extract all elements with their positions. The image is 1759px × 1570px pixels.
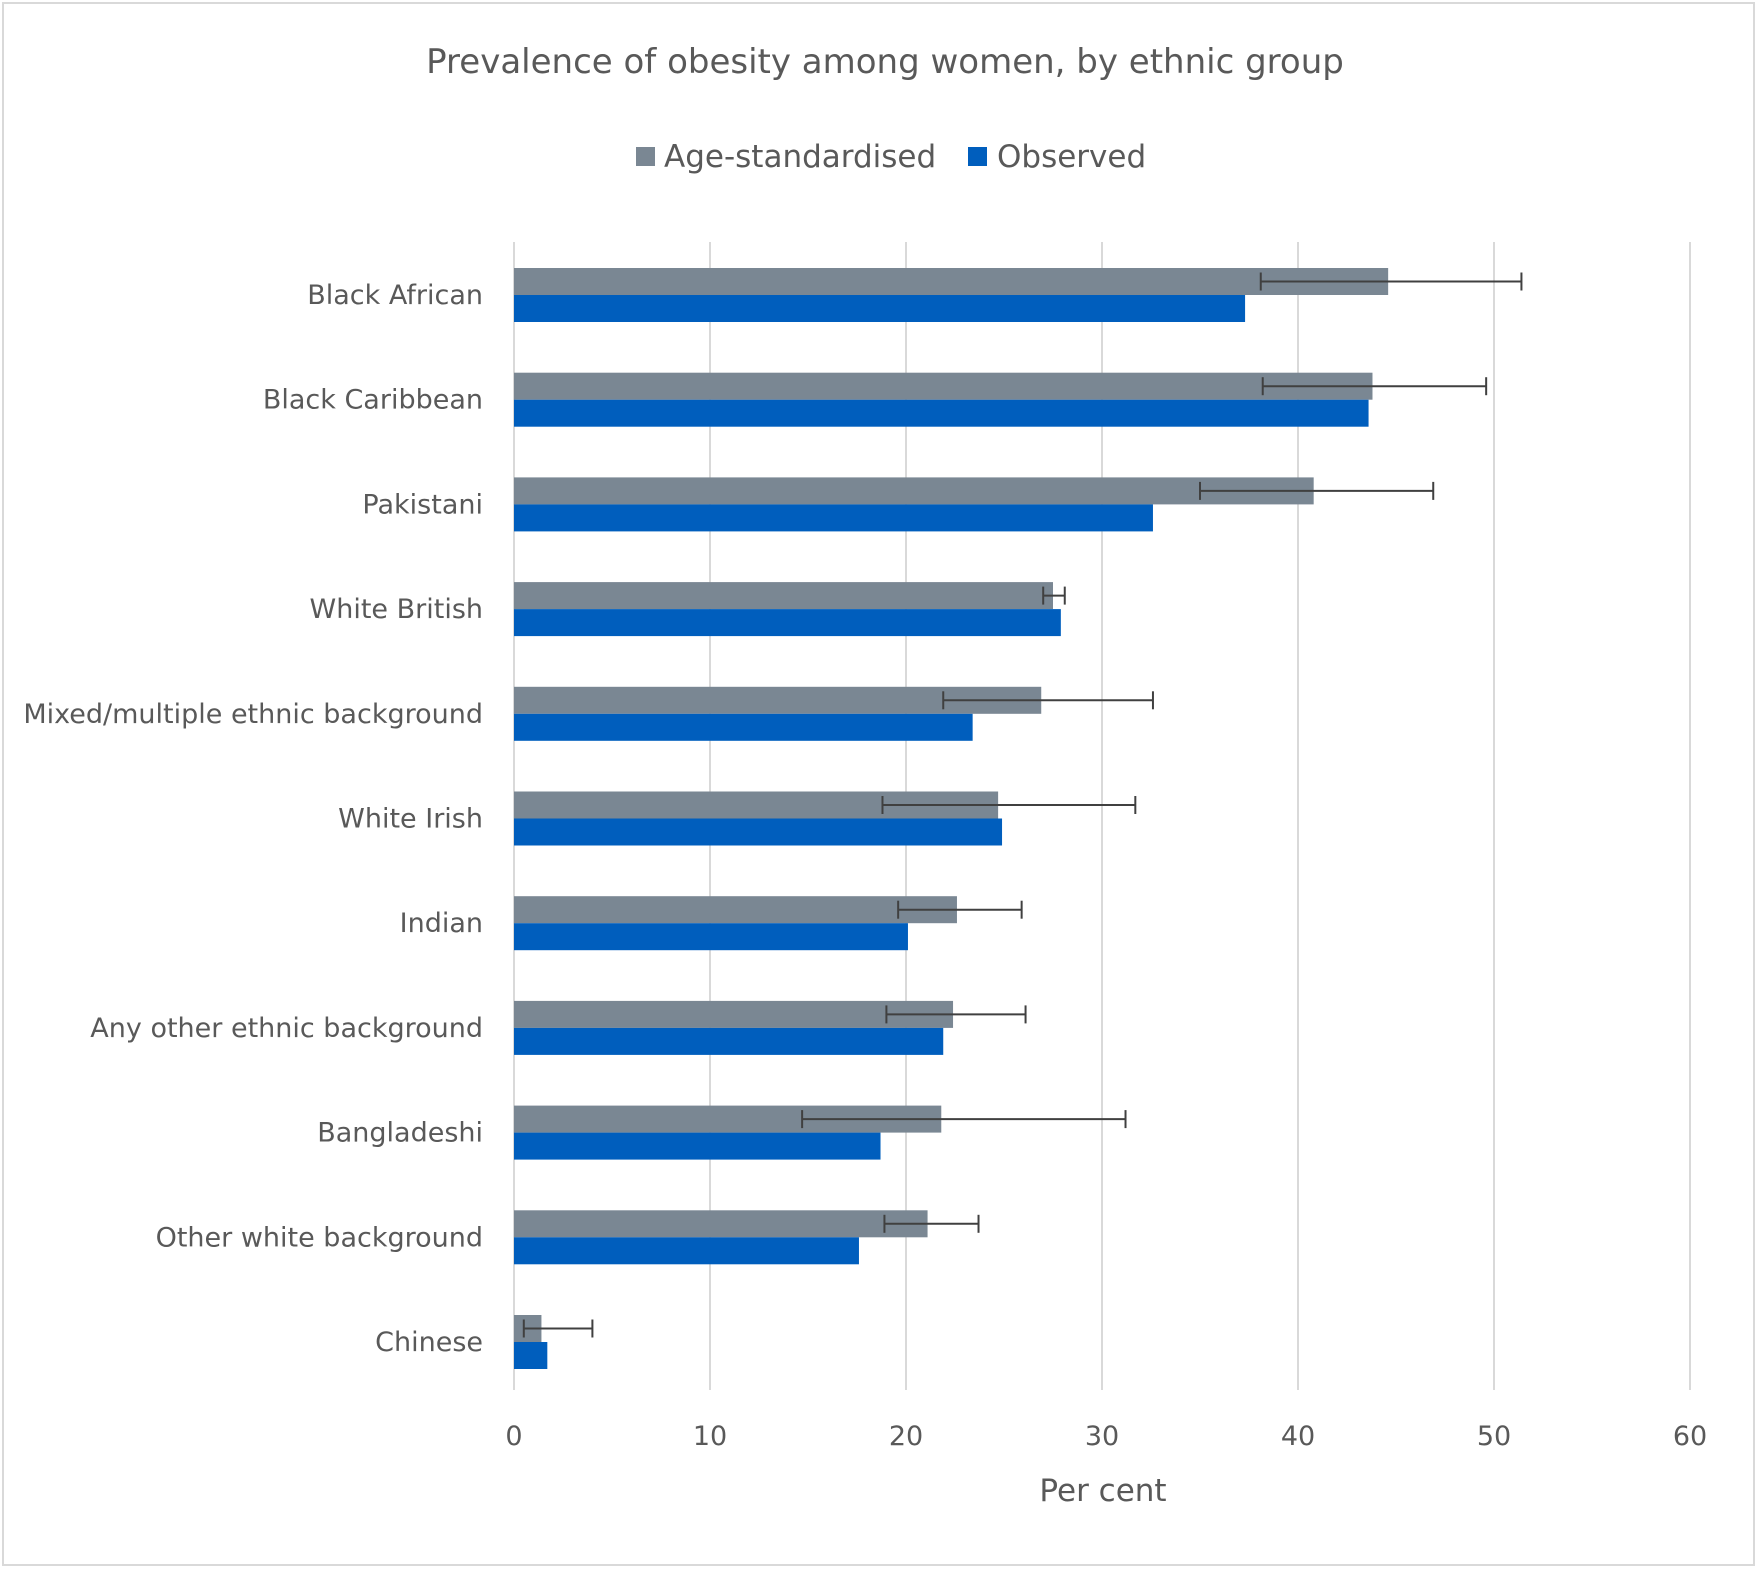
bar-age-standardised: [514, 372, 1373, 400]
chart-title: Prevalence of obesity among women, by et…: [426, 42, 1344, 82]
bar-observed: [514, 818, 1003, 846]
x-tick-label-30: 30: [1085, 1421, 1119, 1452]
bars: [514, 268, 1389, 1369]
category-label: Black African: [307, 280, 483, 311]
category-label: Other white background: [156, 1222, 483, 1253]
bar-observed: [514, 1342, 548, 1369]
x-tick-label-50: 50: [1477, 1421, 1511, 1452]
tick-labels: 0 10 20 30 40 50 60: [505, 1421, 1707, 1452]
bar-age-standardised: [514, 268, 1389, 295]
bar-observed: [514, 923, 908, 951]
bar-observed: [514, 713, 973, 741]
bar-age-standardised: [514, 1210, 928, 1238]
bar-age-standardised: [514, 896, 957, 924]
bar-observed: [514, 295, 1246, 322]
bar-age-standardised: [514, 582, 1053, 610]
bar-observed: [514, 399, 1369, 427]
legend-swatch-1: [636, 147, 655, 166]
bar-observed: [514, 1132, 881, 1160]
x-tick-label-10: 10: [693, 1421, 727, 1452]
legend-swatch-2: [968, 147, 987, 166]
category-label: Bangladeshi: [317, 1118, 483, 1149]
category-label: Pakistani: [362, 489, 483, 520]
category-label: Any other ethnic background: [90, 1013, 483, 1044]
category-label: White Irish: [338, 804, 483, 835]
x-axis-title: Per cent: [1039, 1473, 1166, 1509]
x-tick-label-20: 20: [889, 1421, 923, 1452]
bar-age-standardised: [514, 1000, 954, 1028]
x-tick-label-60: 60: [1673, 1421, 1707, 1452]
bar-observed: [514, 609, 1061, 637]
legend-label-2: Observed: [997, 139, 1146, 175]
bar-observed: [514, 1237, 859, 1265]
error-bars: [522, 272, 1523, 1338]
category-labels: Black African Black Caribbean Pakistani Whi…: [23, 280, 483, 1358]
bar-observed: [514, 1027, 944, 1055]
bar-observed: [514, 504, 1153, 532]
x-tick-label-0: 0: [505, 1421, 522, 1452]
x-tick-label-40: 40: [1281, 1421, 1315, 1452]
category-label: Mixed/multiple ethnic background: [23, 699, 483, 730]
category-label: Chinese: [375, 1327, 483, 1358]
bar-age-standardised: [514, 477, 1314, 505]
category-label: White British: [310, 594, 483, 625]
legend: Age-standardised Observed: [636, 139, 1146, 175]
category-label: Black Caribbean: [263, 385, 483, 416]
gridlines: [513, 242, 1691, 1390]
category-label: Indian: [400, 908, 483, 939]
legend-label-1: Age-standardised: [664, 139, 936, 175]
